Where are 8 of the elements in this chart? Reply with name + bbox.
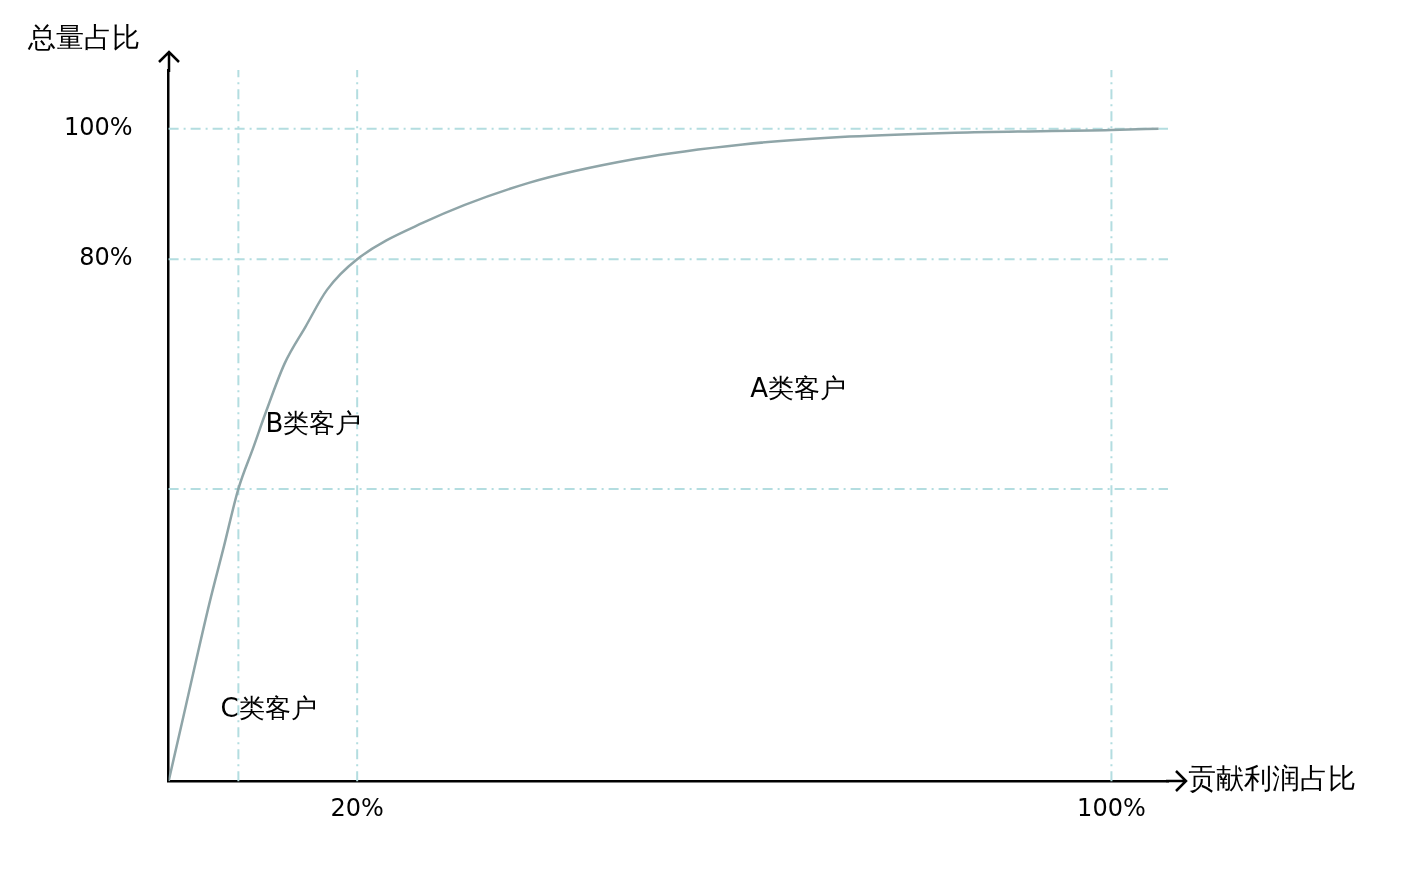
annotation: B类客户 [265, 408, 362, 439]
line-series [168, 127, 1160, 782]
annotation: A类客户 [750, 372, 847, 403]
x-tick-label: 20% [330, 793, 384, 822]
annotation: C类客户 [220, 692, 317, 723]
x-axis-title: 贡献利润占比 [1188, 762, 1356, 796]
y-tick-label: 80% [79, 243, 133, 272]
y-axis-title: 总量占比 [26, 21, 140, 55]
